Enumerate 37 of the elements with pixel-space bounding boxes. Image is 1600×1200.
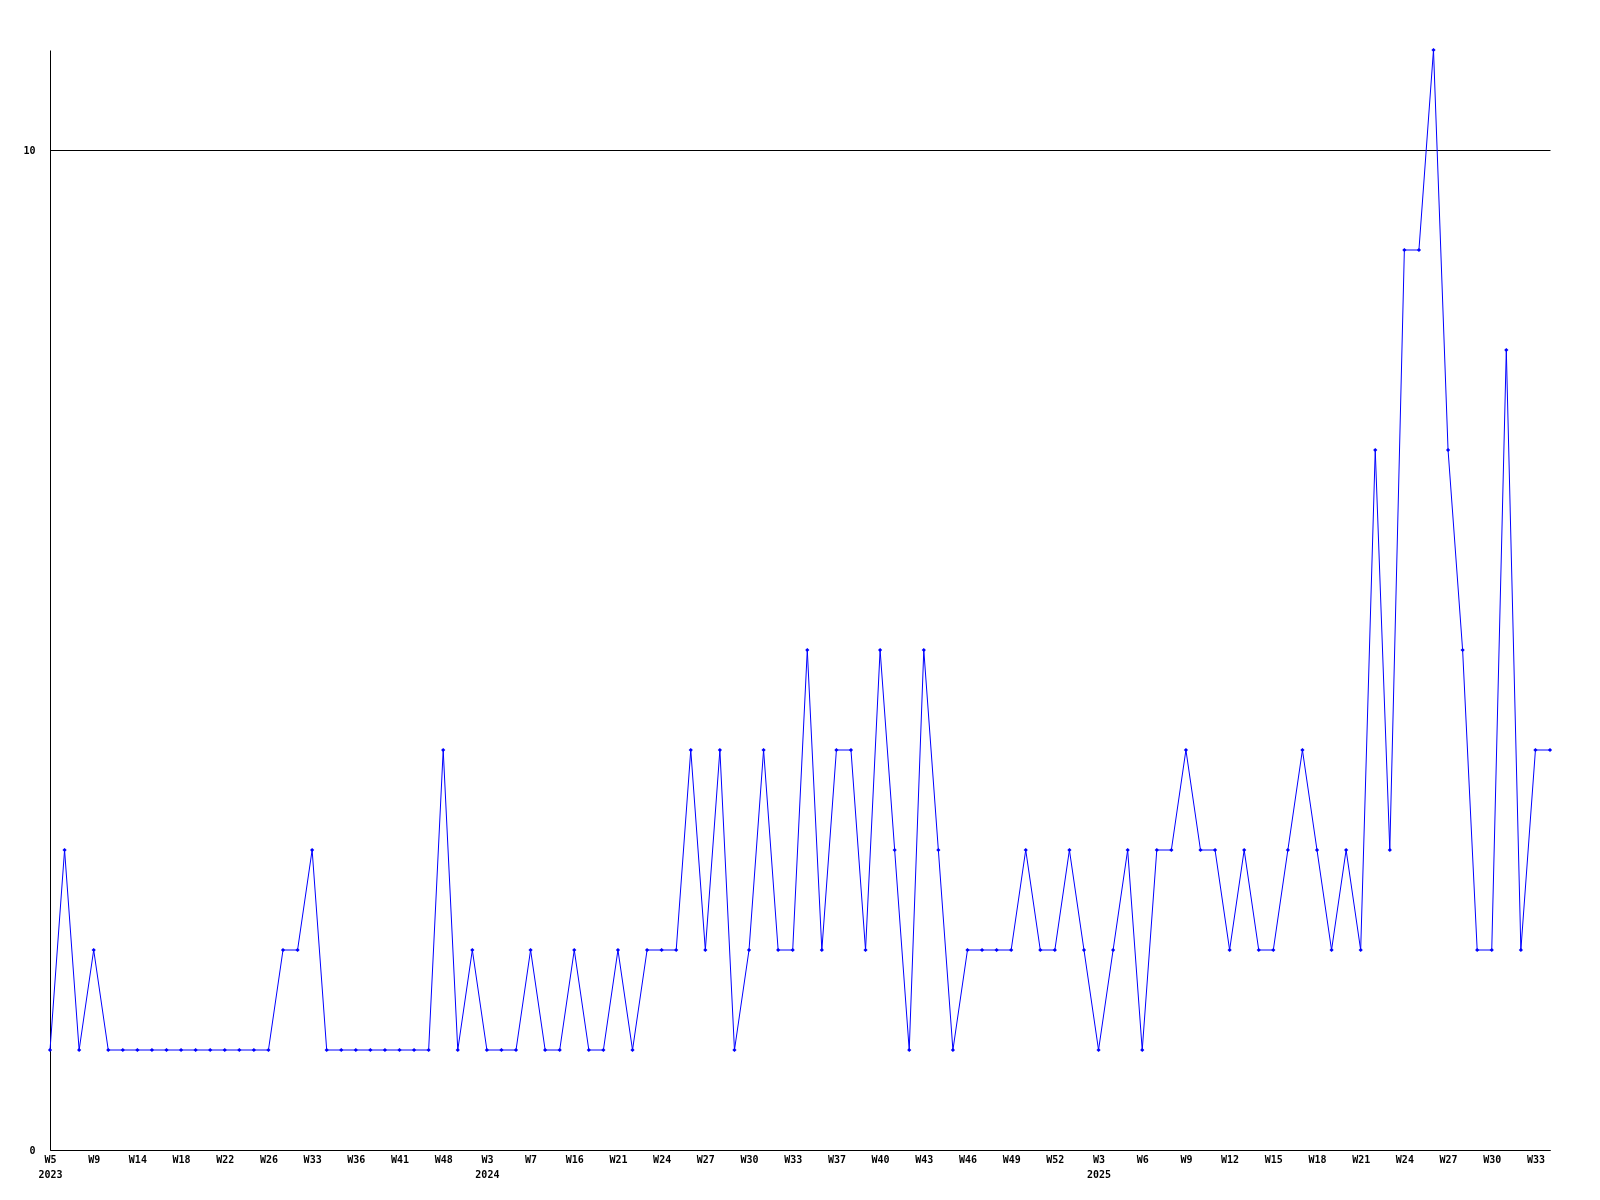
x-tick-label: W33 [784,1153,803,1165]
x-tick-label: W30 [1483,1153,1502,1165]
x-tick-label: W24 [653,1153,672,1165]
x-tick-label: W7 [525,1153,538,1165]
x-tick-label: W12 [1221,1153,1240,1165]
x-tick-label: W26 [259,1153,278,1165]
x-tick-label: W6 [1136,1153,1149,1165]
x-tick-label: W43 [915,1153,934,1165]
x-tick-label: W3 2025 [1087,1153,1112,1180]
x-tick-label: W16 [565,1153,584,1165]
x-tick-label: W18 [1308,1153,1327,1165]
x-tick-label: W33 [1526,1153,1545,1165]
x-tick-label: W52 [1046,1153,1065,1165]
x-tick-label: W14 [128,1153,147,1165]
x-tick-label: W33 [303,1153,322,1165]
x-tick-label: W48 [434,1153,453,1165]
x-tick-label: W24 [1395,1153,1414,1165]
x-tick-label: W40 [871,1153,890,1165]
x-tick-label: W49 [1002,1153,1021,1165]
y-tick-label: 10 [23,144,36,156]
x-tick-label: W30 [740,1153,759,1165]
x-tick-label: W27 [696,1153,715,1165]
x-tick-label: W36 [347,1153,366,1165]
x-tick-label: W3 2024 [475,1153,500,1180]
x-tick-label: W9 [88,1153,101,1165]
x-tick-label: W41 [390,1153,410,1165]
x-tick-label: W15 [1264,1153,1283,1165]
x-tick-label: W21 [609,1153,628,1165]
x-tick-label: W18 [172,1153,191,1165]
x-tick-label: W46 [958,1153,978,1165]
x-tick-label: W9 [1180,1153,1193,1165]
x-tick-label: W5 2023 [38,1153,63,1180]
x-tick-label: W21 [1352,1153,1371,1165]
x-tick-label: W37 [827,1153,846,1165]
x-tick-label: W27 [1439,1153,1458,1165]
y-tick-label: 0 [29,1144,36,1156]
x-tick-label: W22 [216,1153,235,1165]
